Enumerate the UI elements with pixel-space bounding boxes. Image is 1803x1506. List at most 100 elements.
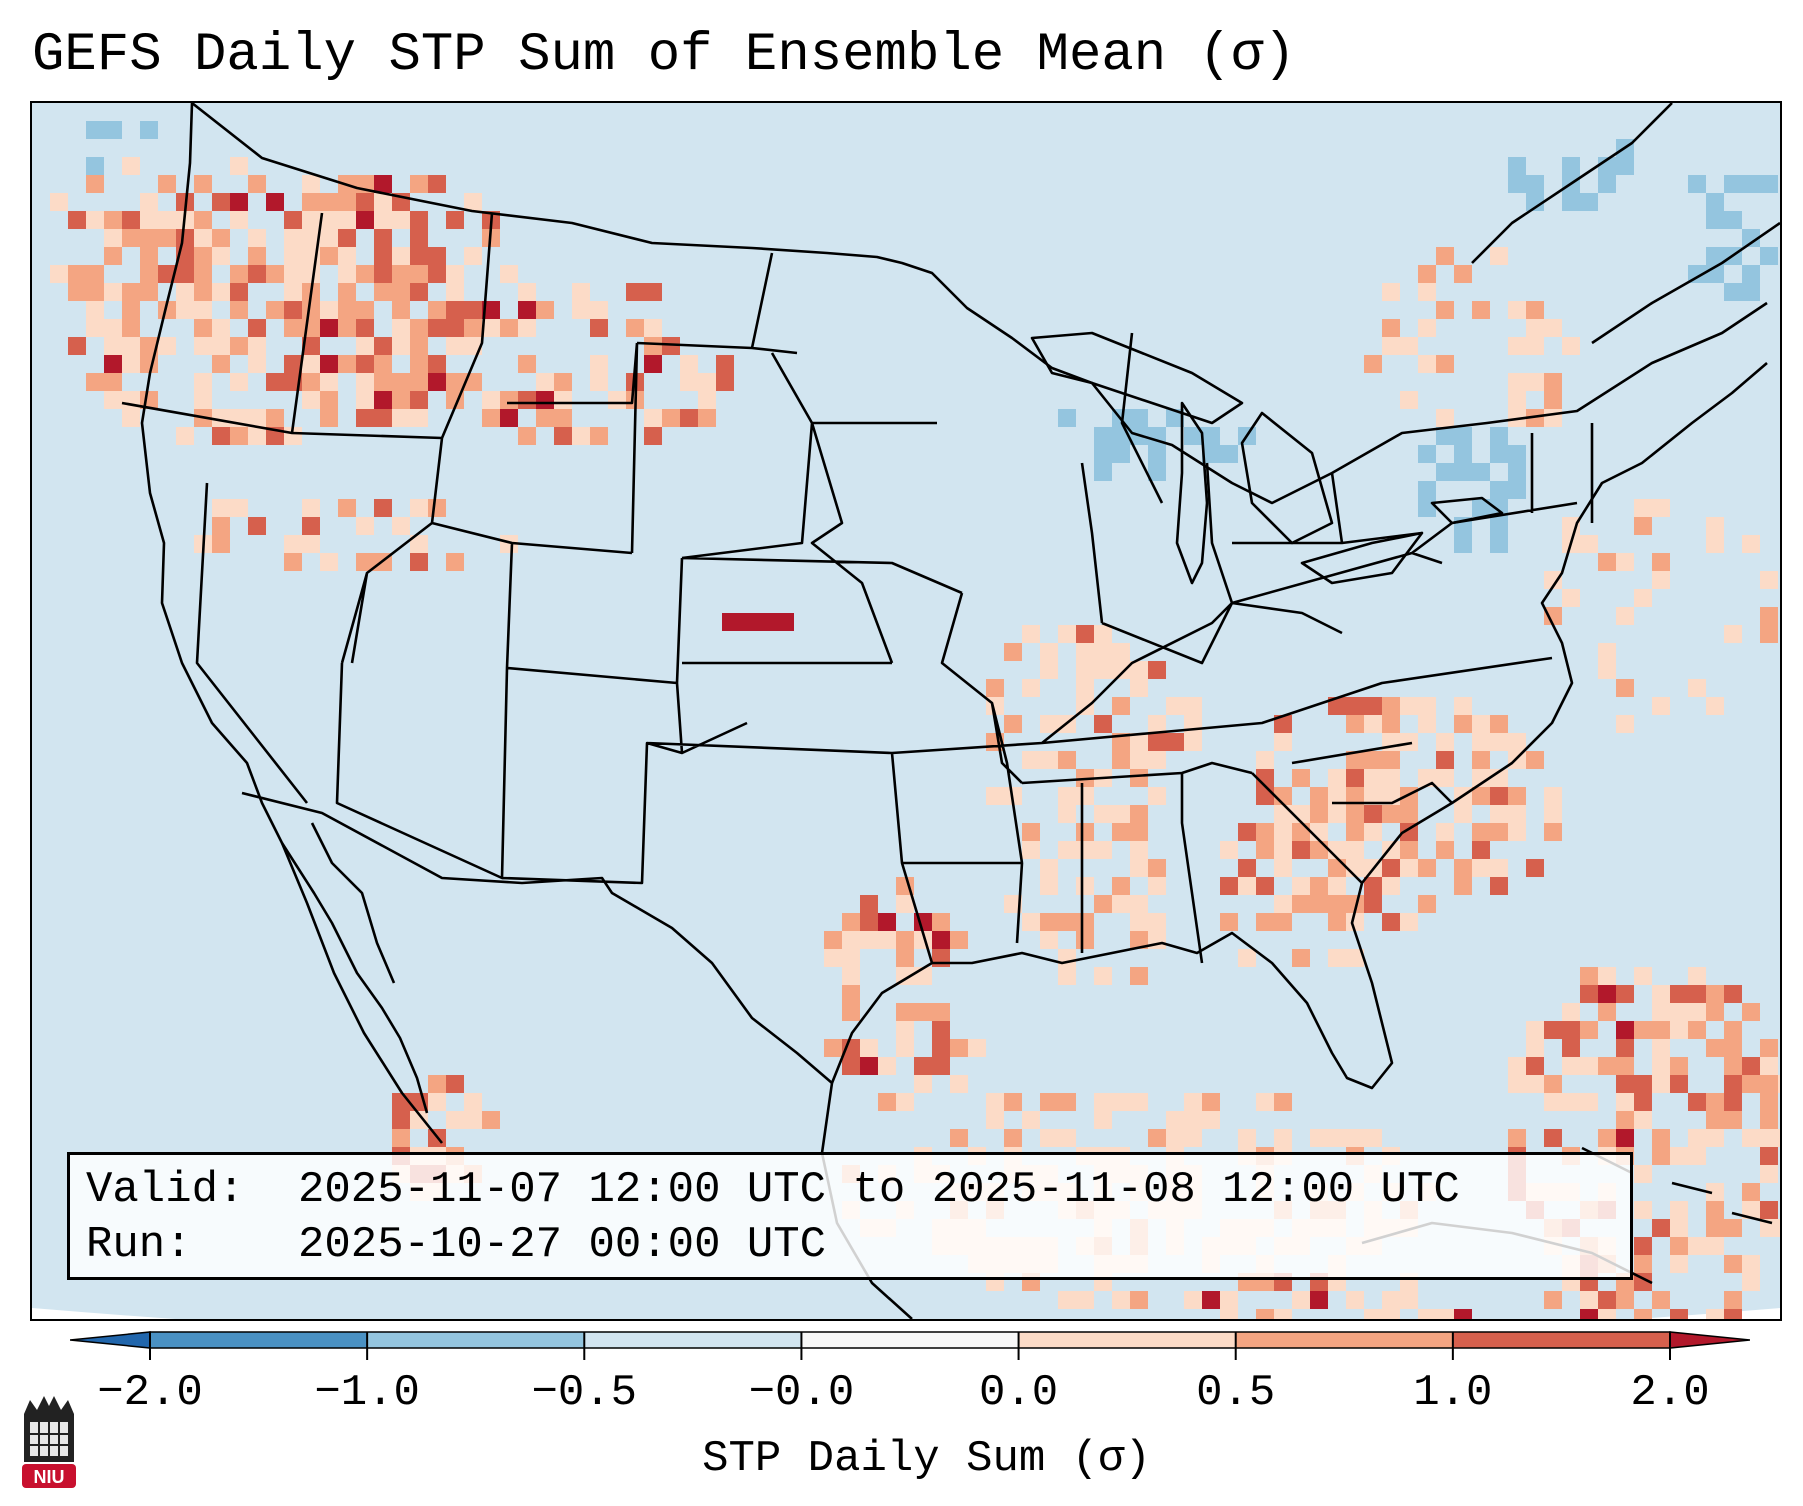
state-lines [121,212,1594,964]
anomaly-cell [1634,1021,1652,1039]
anomaly-cell-negative [1706,193,1724,211]
anomaly-cell [338,193,356,211]
anomaly-cell [122,283,140,301]
anomaly-cell-negative [1508,157,1526,175]
anomaly-cell [1130,895,1148,913]
anomaly-cell [1148,733,1166,751]
anomaly-cell [1022,1111,1040,1129]
anomaly-cell [1688,1147,1706,1165]
anomaly-cell [1652,697,1670,715]
anomaly-cell [446,301,464,319]
anomaly-cell [212,499,230,517]
anomaly-cell-negative [1454,535,1472,553]
anomaly-cell [1238,859,1256,877]
anomaly-cell [1076,1291,1094,1309]
anomaly-cell [266,373,284,391]
anomaly-cell [1508,1057,1526,1075]
anomaly-cell [1670,1147,1688,1165]
anomaly-cell [428,1093,446,1111]
anomaly-cell [284,247,302,265]
anomaly-cell [860,1057,878,1075]
anomaly-cell [338,355,356,373]
anomaly-cell [410,355,428,373]
anomaly-cell [1058,967,1076,985]
anomaly-cell [842,985,860,1003]
anomaly-cell [1472,787,1490,805]
anomaly-cell [248,265,266,283]
anomaly-cell-negative [1688,175,1706,193]
anomaly-cell [1328,877,1346,895]
anomaly-cell [1742,1273,1760,1291]
anomaly-cell [284,535,302,553]
anomaly-cell [122,211,140,229]
anomaly-cell [1724,1309,1742,1319]
anomaly-cell [1382,913,1400,931]
anomaly-cell-negative [1616,157,1634,175]
anomaly-cell [1418,283,1436,301]
anomaly-cell [104,247,122,265]
anomaly-cell-negative [1598,175,1616,193]
anomaly-cell-negative [1508,445,1526,463]
lake-michigan [1175,401,1209,585]
anomaly-cell [446,337,464,355]
anomaly-cell [1724,1291,1742,1309]
anomaly-cell [842,949,860,967]
anomaly-cell [302,175,320,193]
anomaly-cell [356,355,374,373]
anomaly-cell [1274,805,1292,823]
anomaly-cell [428,265,446,283]
anomaly-cell [950,1075,968,1093]
anomaly-cell [1130,805,1148,823]
anomaly-cell [1148,859,1166,877]
anomaly-cell [1148,661,1166,679]
anomaly-cell [194,391,212,409]
colorbar-bin [1235,1332,1454,1348]
anomaly-cell [1706,985,1724,1003]
anomaly-cell [1418,265,1436,283]
anomaly-cell [1760,1219,1778,1237]
anomaly-cell [1418,715,1436,733]
anomaly-cell [1652,553,1670,571]
anomaly-cell [1616,553,1634,571]
anomaly-cell [302,355,320,373]
anomaly-cell [1094,661,1112,679]
anomaly-cell [1112,823,1130,841]
anomaly-cell [230,427,248,445]
anomaly-cell [212,355,230,373]
anomaly-cell [1544,823,1562,841]
anomaly-cell [356,301,374,319]
info-box: Valid: 2025-11-07 12:00 UTC to 2025-11-08… [67,1152,1633,1280]
anomaly-cell [248,175,266,193]
anomaly-cell [1544,1021,1562,1039]
anomaly-cell [1400,391,1418,409]
anomaly-cell [158,229,176,247]
anomaly-cell [824,1039,842,1057]
anomaly-cell [1292,1291,1310,1309]
anomaly-cell [1310,877,1328,895]
anomaly-cell [644,337,662,355]
anomaly-cell [284,319,302,337]
anomaly-cell-negative [1490,481,1508,499]
anomaly-cell-negative [1454,463,1472,481]
anomaly-cell [356,553,374,571]
anomaly-cell [1040,877,1058,895]
anomaly-cell [1742,1057,1760,1075]
anomaly-cell [1472,841,1490,859]
anomaly-cell [1634,1093,1652,1111]
anomaly-cell [1526,337,1544,355]
anomaly-cell [662,409,680,427]
anomaly-cell-negative [1490,445,1508,463]
run-value: 2025-10-27 00:00 UTC [298,1220,827,1270]
anomaly-cell-negative [1526,175,1544,193]
anomaly-cell [1238,877,1256,895]
anomaly-cell-negative [1472,499,1490,517]
anomaly-cell [1508,337,1526,355]
anomaly-cell [1598,1057,1616,1075]
anomaly-cell [1418,355,1436,373]
anomaly-cell [1616,1291,1634,1309]
anomaly-cell [428,319,446,337]
anomaly-cell [266,409,284,427]
anomaly-cell [572,427,590,445]
anomaly-cell [194,265,212,283]
anomaly-cell [1724,985,1742,1003]
